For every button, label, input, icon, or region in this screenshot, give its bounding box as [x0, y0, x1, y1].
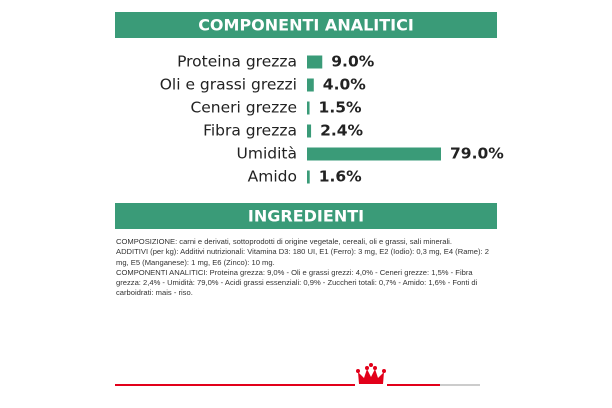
value-label: 1.5%: [319, 99, 362, 117]
category-label: Fibra grezza: [203, 122, 297, 140]
value-label: 79.0%: [450, 145, 504, 163]
bar: [307, 78, 314, 92]
header-band: [115, 12, 497, 38]
bar: [307, 101, 310, 115]
bar: [307, 170, 310, 184]
category-label: Ceneri grezze: [190, 99, 297, 117]
value-label: 2.4%: [320, 122, 363, 140]
header-band: [115, 203, 497, 229]
paragraph: ADDITIVI (per kg): Additivi nutrizionali…: [116, 247, 489, 267]
category-label: Oli e grassi grezzi: [160, 76, 297, 94]
value-label: 1.6%: [319, 168, 362, 186]
bar: [307, 55, 323, 69]
value-label: 9.0%: [331, 53, 374, 71]
section-title: INGREDIENTI: [248, 207, 364, 226]
chart-title: COMPONENTI ANALITICI: [198, 16, 414, 35]
category-label: Proteina grezza: [177, 53, 297, 71]
category-label: Umidità: [237, 145, 297, 163]
ingredients-text: COMPOSIZIONE: carni e derivati, sottopro…: [116, 237, 498, 299]
value-label: 4.0%: [323, 76, 366, 94]
bar: [307, 147, 441, 161]
bar: [307, 124, 312, 138]
paragraph: COMPOSIZIONE: carni e derivati, sottopro…: [116, 237, 452, 246]
logo: [356, 363, 386, 384]
category-label: Amido: [248, 168, 297, 186]
paragraph: COMPONENTI ANALITICI: Proteina grezza: 9…: [116, 267, 478, 298]
